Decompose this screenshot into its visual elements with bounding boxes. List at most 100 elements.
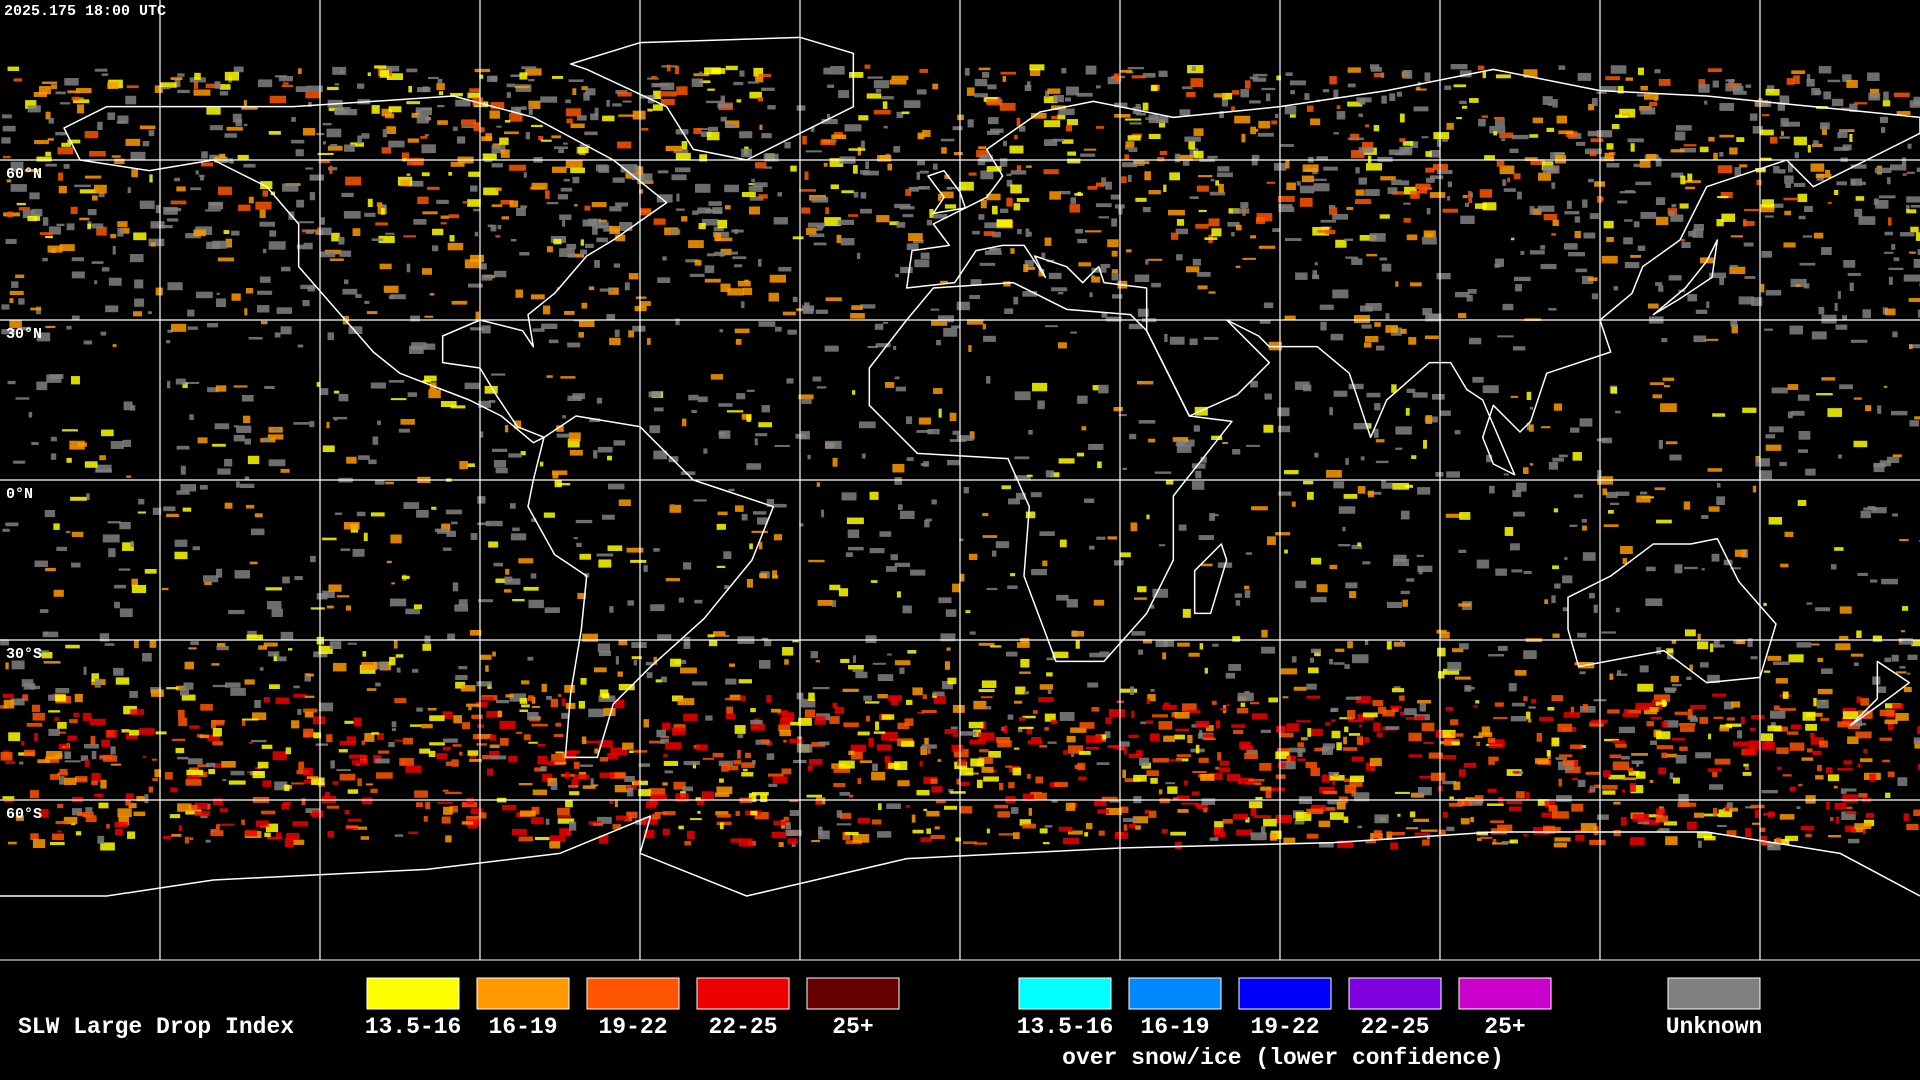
cloud-patch xyxy=(1726,802,1733,808)
cloud-patch xyxy=(902,214,914,218)
cloud-patch xyxy=(557,694,562,697)
cloud-patch xyxy=(1610,65,1627,74)
cloud-patch xyxy=(952,734,959,737)
cloud-patch xyxy=(1837,721,1853,728)
cloud-patch xyxy=(1619,108,1636,118)
cloud-patch xyxy=(495,578,506,583)
cloud-patch xyxy=(739,131,753,139)
cloud-patch xyxy=(783,739,787,743)
cloud-patch xyxy=(1158,789,1163,795)
cloud-patch xyxy=(175,685,185,691)
cloud-patch xyxy=(327,145,343,151)
cloud-patch xyxy=(552,472,559,479)
cloud-patch xyxy=(111,155,121,158)
cloud-patch xyxy=(675,208,685,211)
cloud-patch xyxy=(1613,829,1621,837)
cloud-patch xyxy=(1502,303,1514,311)
cloud-patch xyxy=(953,748,969,758)
cloud-patch xyxy=(1406,578,1415,582)
cloud-patch xyxy=(31,208,43,217)
cloud-patch xyxy=(598,559,612,568)
cloud-patch xyxy=(159,86,171,90)
cloud-patch xyxy=(1423,230,1436,238)
cloud-patch xyxy=(721,762,729,772)
cloud-patch xyxy=(1909,420,1919,427)
cloud-patch xyxy=(48,728,60,736)
cloud-patch xyxy=(108,277,122,286)
cloud-patch xyxy=(948,789,954,793)
cloud-patch xyxy=(1014,475,1031,481)
cloud-patch xyxy=(1469,98,1479,103)
cloud-patch xyxy=(47,245,63,253)
cloud-patch xyxy=(530,817,544,825)
cloud-patch xyxy=(884,756,891,763)
cloud-patch xyxy=(1906,171,1915,174)
cloud-patch xyxy=(1697,633,1701,640)
cloud-patch xyxy=(255,201,272,210)
cloud-patch xyxy=(329,258,344,261)
cloud-patch xyxy=(1554,155,1567,164)
cloud-patch xyxy=(1152,758,1169,763)
cloud-patch xyxy=(843,722,859,728)
cloud-patch xyxy=(1533,827,1549,835)
cloud-patch xyxy=(1906,672,1911,675)
cloud-patch xyxy=(741,148,752,158)
cloud-patch xyxy=(1779,136,1790,139)
cloud-patch xyxy=(1347,719,1364,723)
cloud-patch xyxy=(1658,767,1667,775)
cloud-patch xyxy=(694,599,703,604)
cloud-patch xyxy=(1402,69,1413,79)
cloud-patch xyxy=(1416,554,1424,557)
cloud-patch xyxy=(228,780,246,785)
cloud-patch xyxy=(125,95,137,105)
cloud-patch xyxy=(1730,320,1738,327)
cloud-patch xyxy=(1078,262,1092,267)
cloud-patch xyxy=(1511,702,1526,707)
cloud-patch xyxy=(1269,832,1278,841)
cloud-patch xyxy=(622,100,632,103)
cloud-patch xyxy=(1342,747,1358,751)
cloud-patch xyxy=(583,92,590,101)
cloud-patch xyxy=(1482,385,1499,394)
cloud-patch xyxy=(1679,726,1695,732)
cloud-patch xyxy=(1215,720,1221,729)
cloud-patch xyxy=(1751,715,1765,720)
cloud-patch xyxy=(949,791,966,794)
cloud-patch xyxy=(831,600,837,608)
cloud-patch xyxy=(863,695,872,701)
cloud-patch xyxy=(1164,333,1168,343)
cloud-patch xyxy=(1541,812,1557,818)
cloud-patch xyxy=(1258,245,1276,249)
cloud-patch xyxy=(389,598,407,607)
coastline xyxy=(527,415,775,759)
cloud-patch xyxy=(562,220,566,227)
cloud-patch xyxy=(171,738,186,741)
cloud-patch xyxy=(1043,120,1061,128)
cloud-patch xyxy=(1476,559,1490,569)
cloud-patch xyxy=(75,97,84,100)
cloud-patch xyxy=(1025,228,1030,238)
cloud-patch xyxy=(189,77,206,83)
cloud-patch xyxy=(1182,158,1190,166)
cloud-patch xyxy=(106,823,110,829)
cloud-patch xyxy=(531,518,537,522)
cloud-patch xyxy=(1802,235,1813,238)
cloud-patch xyxy=(527,711,539,720)
cloud-patch xyxy=(1365,840,1377,844)
cloud-patch xyxy=(1674,564,1683,574)
cloud-patch xyxy=(1856,696,1862,703)
cloud-patch xyxy=(391,721,397,728)
cloud-patch xyxy=(112,344,117,348)
cloud-patch xyxy=(921,744,937,749)
cloud-patch xyxy=(1773,661,1790,666)
cloud-patch xyxy=(1123,746,1127,755)
cloud-patch xyxy=(1356,736,1364,745)
cloud-patch xyxy=(1612,761,1629,771)
cloud-patch xyxy=(1067,158,1081,164)
cloud-patch xyxy=(122,542,134,551)
cloud-patch xyxy=(1392,707,1399,713)
cloud-patch xyxy=(686,830,695,840)
cloud-patch xyxy=(666,64,671,72)
cloud-patch xyxy=(1849,282,1854,292)
cloud-patch xyxy=(652,104,663,111)
